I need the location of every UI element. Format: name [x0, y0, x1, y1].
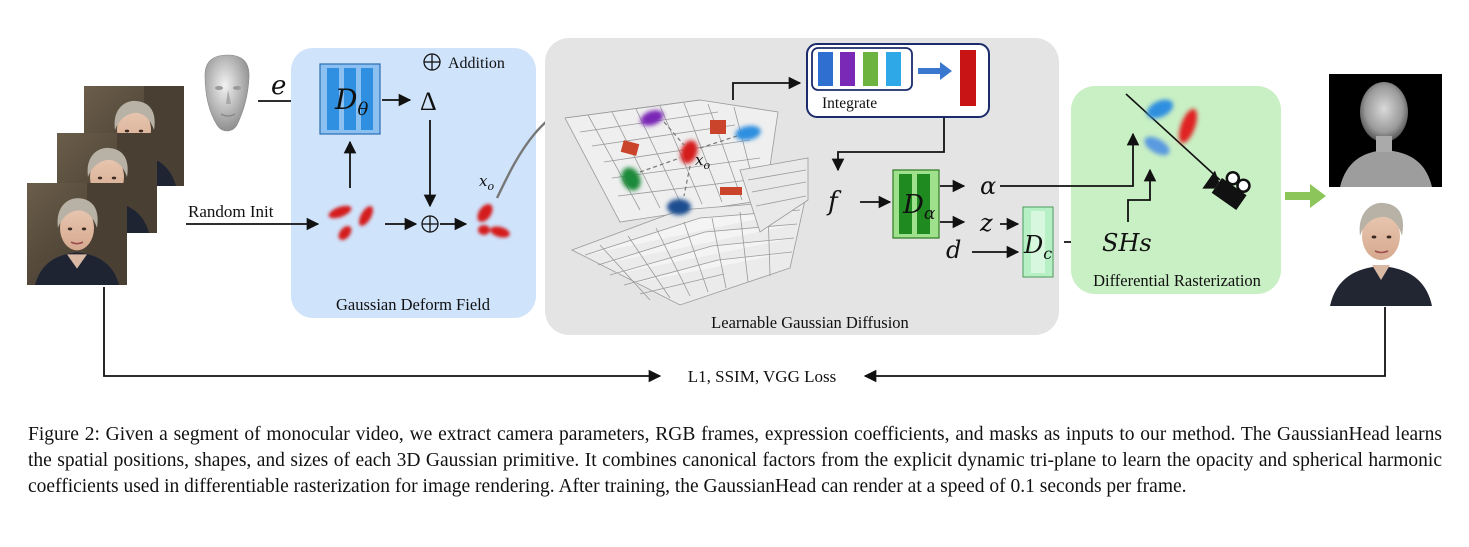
alpha-symbol: α [980, 172, 996, 200]
z-symbol: z [979, 209, 993, 237]
addition-operator [421, 215, 439, 233]
tri-plane-grid [564, 99, 809, 306]
deformed-gaussians [477, 204, 510, 238]
3dmm-mesh-head [204, 54, 250, 132]
input-video-frames [26, 85, 185, 286]
integrate-block: Integrate [806, 43, 990, 118]
camera-icon [1202, 170, 1251, 210]
xo-label-right: xo [695, 151, 710, 172]
expression-symbol: e [271, 71, 286, 101]
color-network-block: Dc [1022, 206, 1054, 278]
input-frame-front [26, 182, 128, 286]
output-rgb-render [1328, 196, 1435, 306]
color-network-label: Dc [1023, 231, 1052, 263]
deform-network-block: Dθ [319, 63, 381, 135]
gaussian-deform-field-label: Gaussian Deform Field [336, 295, 491, 314]
addition-legend: Addition [423, 53, 505, 72]
loss-arrow-right [863, 307, 1386, 383]
raster-gaussians [1144, 99, 1198, 156]
loss-label: L1, SSIM, VGG Loss [688, 367, 836, 386]
xo-label-left: xo [479, 172, 494, 193]
delta-symbol: Δ [420, 87, 437, 116]
learnable-gaussian-diffusion-label: Learnable Gaussian Diffusion [711, 313, 909, 332]
differential-rasterization-label: Differential Rasterization [1093, 271, 1261, 290]
method-diagram: L1, SSIM, VGG Loss e Gaussian Deform Fie… [26, 38, 1442, 386]
figure-caption: Figure 2: Given a segment of monocular v… [28, 424, 1442, 497]
integrate-label: Integrate [822, 95, 877, 112]
opacity-network-label: Dα [902, 190, 936, 224]
opacity-network-block: Dα [892, 169, 940, 239]
loss-arrow-left [103, 287, 662, 383]
output-arrow [1285, 184, 1326, 208]
camera-ray [1125, 93, 1221, 181]
output-mask-render [1329, 74, 1442, 187]
differential-rasterization-panel [1071, 86, 1281, 294]
shs-symbol: SHs [1102, 229, 1152, 257]
diffusion-gaussians [621, 110, 761, 215]
addition-legend-label: Addition [448, 55, 505, 72]
initial-gaussians [328, 205, 373, 240]
random-init-label: Random Init [188, 202, 274, 221]
deform-network-label: Dθ [334, 83, 368, 120]
d-symbol: d [946, 236, 961, 264]
